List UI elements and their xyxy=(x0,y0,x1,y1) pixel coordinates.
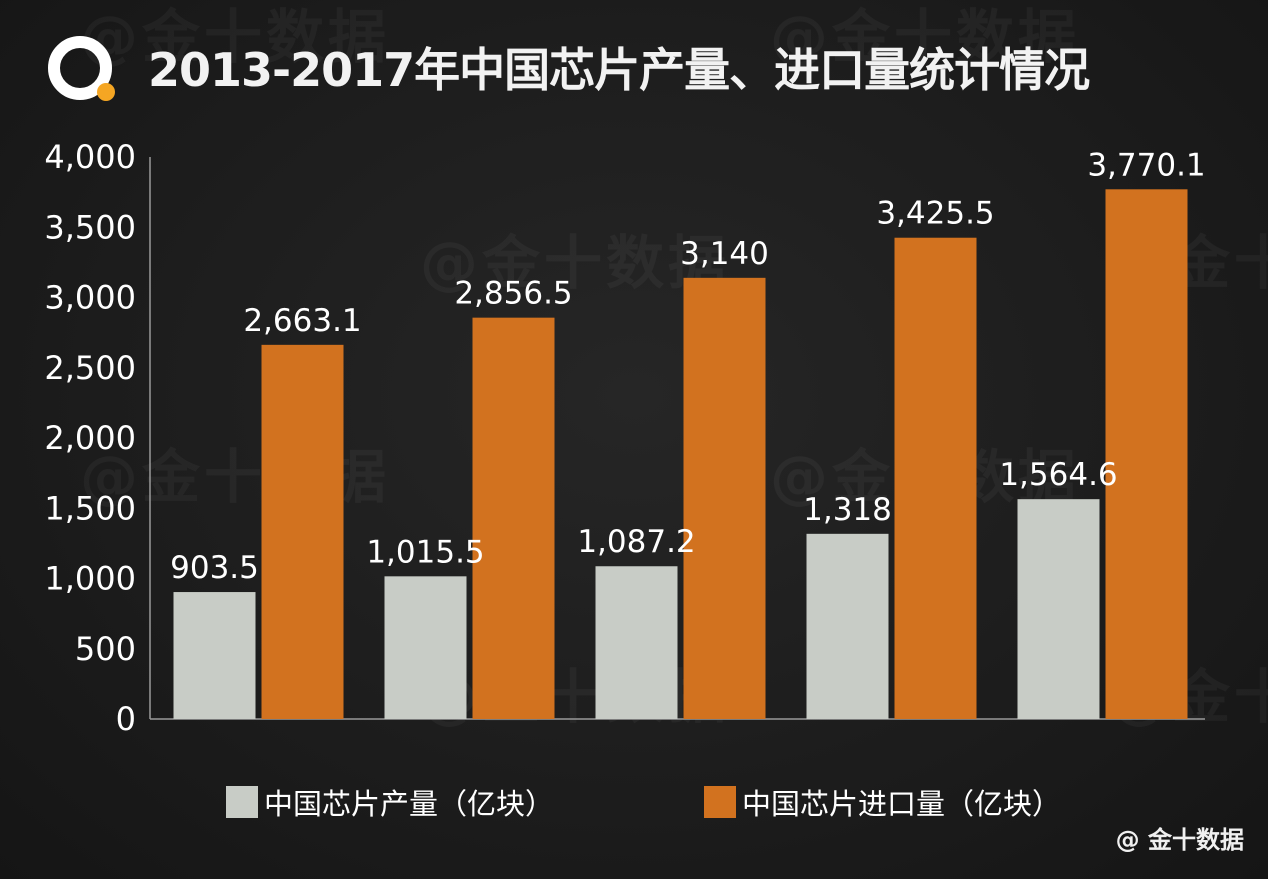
legend-item-production: 中国芯片产量（亿块） xyxy=(226,782,554,822)
data-label-production: 1,015.5 xyxy=(366,534,484,570)
data-label-import: 3,425.5 xyxy=(876,196,994,232)
y-tick-label: 2,000 xyxy=(44,419,136,457)
y-tick-label: 1,000 xyxy=(44,560,136,598)
data-label-import: 2,856.5 xyxy=(454,276,572,312)
data-label-import: 3,140 xyxy=(680,236,769,272)
bar-production xyxy=(595,566,678,719)
legend-swatch-import xyxy=(704,786,736,818)
legend-label-import: 中国芯片进口量（亿块） xyxy=(742,787,1062,821)
bar-import xyxy=(472,317,555,719)
y-tick-label: 3,000 xyxy=(44,279,136,317)
data-label-production: 903.5 xyxy=(170,550,259,586)
source-credit: @ 金十数据 xyxy=(1115,826,1244,854)
data-label-production: 1,564.6 xyxy=(999,457,1117,493)
watermark: @金十数据 xyxy=(420,216,730,300)
bar-production xyxy=(806,533,889,719)
y-tick-label: 4,000 xyxy=(44,138,136,176)
y-tick-label: 2,500 xyxy=(44,349,136,387)
y-tick-label: 500 xyxy=(75,630,136,668)
chart-title: 2013-2017年中国芯片产量、进口量统计情况 xyxy=(148,43,1090,97)
legend-swatch-production xyxy=(226,786,258,818)
watermark: @金十数据 xyxy=(80,0,390,74)
logo-dot xyxy=(97,83,115,101)
bar-production xyxy=(173,592,256,719)
bar-import xyxy=(1105,189,1188,719)
bars xyxy=(173,189,1188,719)
data-labels: 903.5 2,663.1 1,015.5 2,856.5 1,087.2 3,140 1,… xyxy=(170,147,1206,586)
bar-production xyxy=(1017,499,1100,719)
bar-import xyxy=(894,237,977,719)
data-label-production: 1,318 xyxy=(803,492,892,528)
bar-import xyxy=(683,277,766,719)
bar-production xyxy=(384,576,467,719)
y-axis: 0 500 1,000 1,500 2,000 2,500 3,000 3,500 4,000 xyxy=(44,138,1205,738)
bar-import xyxy=(261,344,344,719)
legend-item-import: 中国芯片进口量（亿块） xyxy=(704,782,1061,822)
data-label-production: 1,087.2 xyxy=(577,524,695,560)
legend-label-production: 中国芯片产量（亿块） xyxy=(264,787,555,821)
data-label-import: 3,770.1 xyxy=(1087,147,1205,183)
y-tick-label: 0 xyxy=(116,700,136,738)
data-label-import: 2,663.1 xyxy=(243,303,361,339)
y-tick-label: 3,500 xyxy=(44,208,136,246)
watermark: @金十数据 xyxy=(770,0,1080,74)
y-tick-label: 1,500 xyxy=(44,489,136,527)
brand-logo-icon xyxy=(48,36,115,101)
logo-ring xyxy=(48,36,112,100)
